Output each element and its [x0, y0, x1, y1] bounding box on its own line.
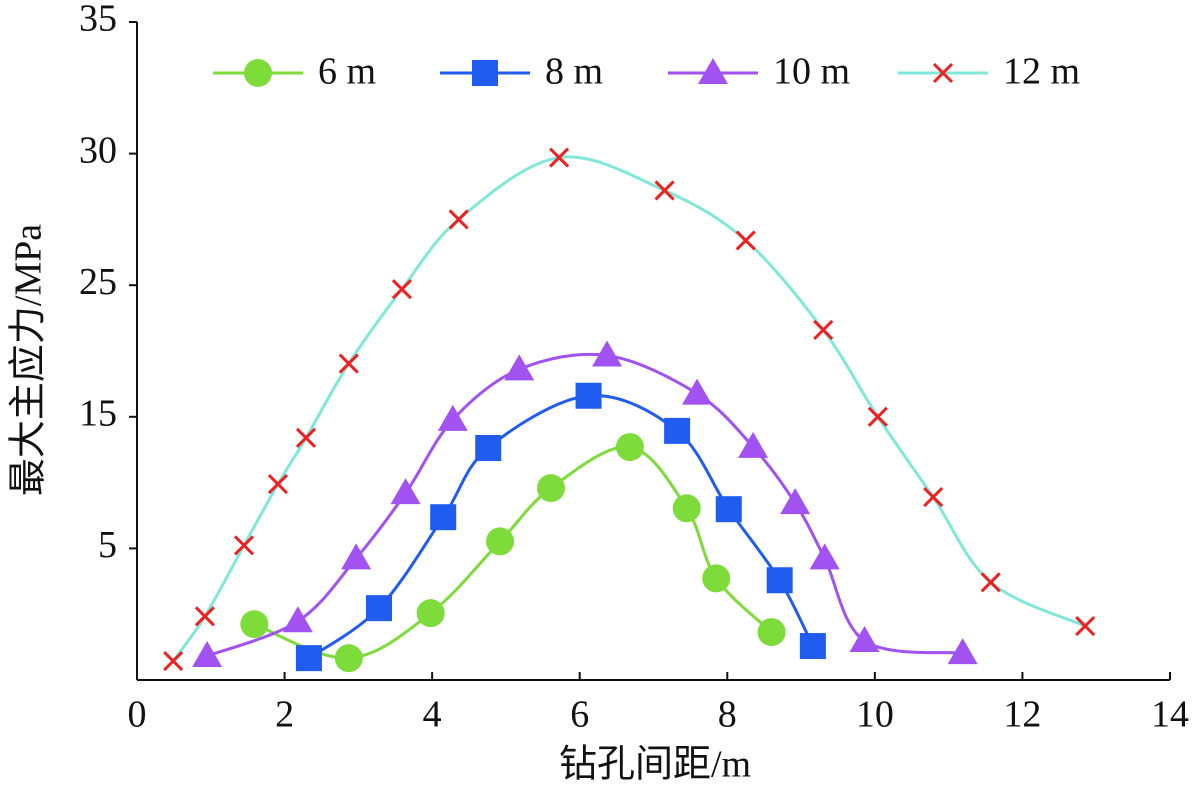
legend-label: 6 m — [318, 51, 376, 93]
data-point — [192, 641, 223, 668]
legend-label: 12 m — [1003, 51, 1080, 93]
data-point — [923, 487, 944, 508]
data-point — [738, 431, 769, 458]
data-point — [615, 433, 644, 462]
data-point — [780, 488, 811, 515]
series-line — [171, 155, 1086, 662]
y-tick-label: 15 — [79, 393, 117, 435]
data-point — [448, 209, 469, 230]
data-point — [240, 610, 269, 639]
data-point — [233, 535, 255, 556]
data-point — [391, 279, 412, 300]
data-point — [592, 340, 623, 367]
data-point — [702, 564, 731, 593]
data-point — [682, 378, 713, 405]
legend-label: 10 m — [773, 51, 850, 93]
data-point — [267, 473, 288, 495]
data-point — [575, 382, 602, 409]
legend-label: 8 m — [545, 51, 603, 93]
data-point — [715, 496, 742, 523]
data-point — [766, 567, 793, 594]
data-point — [548, 147, 570, 168]
y-tick-label: 30 — [79, 129, 117, 171]
data-point — [809, 543, 840, 570]
data-point — [813, 319, 834, 341]
data-point — [849, 626, 880, 653]
y-tick-label: 5 — [98, 524, 117, 566]
x-tick-label: 0 — [128, 694, 147, 736]
data-point — [486, 527, 515, 556]
legend-marker — [932, 62, 954, 84]
y-tick-label: 25 — [79, 261, 117, 303]
data-point — [980, 572, 1001, 593]
x-tick-label: 12 — [1003, 694, 1041, 736]
data-point — [437, 404, 468, 431]
x-tick-label: 10 — [856, 694, 894, 736]
data-point — [947, 638, 978, 665]
x-tick-label: 14 — [1151, 694, 1189, 736]
data-point — [735, 230, 756, 251]
x-tick-label: 6 — [570, 694, 589, 736]
data-point — [295, 427, 317, 448]
data-point — [664, 417, 691, 444]
data-point — [295, 645, 322, 672]
legend-marker — [244, 59, 272, 87]
data-point — [654, 180, 675, 201]
data-point — [672, 494, 701, 523]
data-point — [867, 406, 888, 427]
data-point — [282, 606, 313, 633]
x-tick-label: 8 — [718, 694, 737, 736]
legend-marker — [472, 60, 498, 86]
data-point — [366, 595, 393, 622]
data-point — [334, 644, 363, 673]
data-point — [430, 504, 457, 531]
y-axis-title: 最大主应力/MPa — [8, 224, 50, 496]
y-tick-label: 35 — [79, 0, 117, 40]
data-point — [390, 478, 421, 505]
legend-marker — [698, 58, 728, 84]
data-point — [475, 434, 502, 461]
data-point — [536, 474, 565, 503]
data-point — [757, 618, 786, 647]
x-tick-label: 4 — [423, 694, 442, 736]
data-point — [504, 354, 535, 381]
x-axis-title: 钻孔间距/m — [559, 744, 751, 786]
x-tick-label: 2 — [275, 694, 294, 736]
data-point — [416, 599, 445, 628]
data-point — [194, 606, 215, 627]
data-point — [341, 543, 372, 570]
data-point — [338, 353, 359, 374]
series-line — [253, 445, 773, 660]
data-point — [1075, 615, 1096, 637]
data-point — [799, 633, 826, 660]
data-point — [163, 650, 184, 672]
